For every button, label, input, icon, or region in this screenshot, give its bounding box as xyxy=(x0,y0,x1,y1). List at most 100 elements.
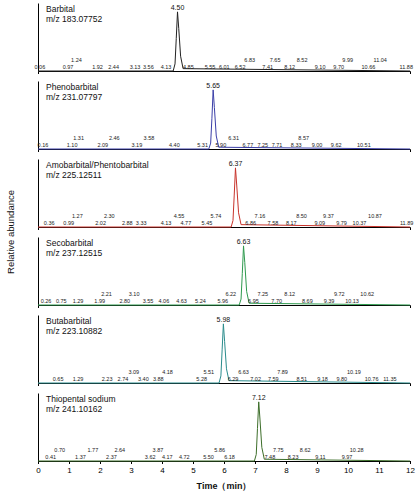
annotation-label: 4.13 xyxy=(161,220,172,226)
annotation-label: 1.29 xyxy=(73,298,84,304)
annotation-label: 6.95 xyxy=(248,298,259,304)
x-axis-line xyxy=(39,462,411,465)
y-axis xyxy=(38,4,39,72)
annotation-label: 0.97 xyxy=(63,64,74,70)
x-tick: 6 xyxy=(222,461,227,475)
annotation-label: 2.37 xyxy=(106,454,117,460)
peak-label: 7.12 xyxy=(252,394,266,401)
x-axis-line xyxy=(39,384,411,387)
annotation-label: 10.37 xyxy=(353,220,367,226)
annotation-label: 0.36 xyxy=(44,220,55,226)
annotation-label: 6.01 xyxy=(219,64,230,70)
annotation-label: 4.63 xyxy=(176,298,187,304)
x-tick-label: 6 xyxy=(222,466,227,475)
x-axis xyxy=(39,384,411,387)
x-tick: 8 xyxy=(284,461,289,475)
annotation-label: 9.18 xyxy=(317,376,328,382)
x-tick: 3 xyxy=(129,461,134,475)
x-axis xyxy=(39,72,411,75)
figure: Barbitalm/z 183.077524.500.060.971.241.9… xyxy=(0,0,419,500)
x-tick: 4 xyxy=(160,461,165,475)
x-axis-line xyxy=(39,150,411,153)
trace-group xyxy=(38,168,410,227)
x-axis xyxy=(39,228,411,231)
annotation-label: 0.26 xyxy=(41,298,52,304)
x-tick-label: 2 xyxy=(98,466,103,475)
x-tick-label: 9 xyxy=(315,466,320,475)
annotation-label: 3.58 xyxy=(144,135,155,141)
annotation-label: 10.19 xyxy=(347,369,361,375)
annotation-label: 10.76 xyxy=(365,376,379,382)
annotation-label: 3.13 xyxy=(130,64,141,70)
annotation-label: 4.17 xyxy=(162,454,173,460)
annotation-label: 1.24 xyxy=(71,57,82,63)
annotation-label: 8.33 xyxy=(291,142,302,148)
annotation-label: 8.69 xyxy=(302,298,313,304)
annotation-label: 6.29 xyxy=(228,376,239,382)
panel-subtitle: m/z 237.12515 xyxy=(46,248,103,258)
annotation-label: 9.11 xyxy=(315,454,325,460)
annotation-label: 7.41 xyxy=(262,64,273,70)
annotation-label: 7.65 xyxy=(270,57,281,63)
annotation-label: 10.51 xyxy=(357,142,371,148)
annotation-label: 6.63 xyxy=(238,369,249,375)
x-axis-line xyxy=(39,72,411,75)
annotation-label: 6.22 xyxy=(225,291,236,297)
x-tick-mark xyxy=(379,461,380,464)
chromatogram-trace xyxy=(38,324,410,383)
annotation-label: 8.12 xyxy=(284,291,295,297)
annotation-label: 2.09 xyxy=(97,142,108,148)
annotation-label: 3.87 xyxy=(153,447,164,453)
x-axis-title: Time（min） xyxy=(197,481,252,491)
annotation-label: 11.88 xyxy=(400,64,413,70)
x-tick: 12 xyxy=(406,461,415,475)
annotation-label: 9.00 xyxy=(312,142,323,148)
trace-group xyxy=(38,324,410,383)
annotation-label: 4.13 xyxy=(161,64,172,70)
panel-subtitle: m/z 183.07752 xyxy=(46,14,103,24)
panel: Barbitalm/z 183.077524.500.060.971.241.9… xyxy=(35,4,413,75)
annotation-label: 2.21 xyxy=(101,291,112,297)
annotation-label: 8.23 xyxy=(288,454,299,460)
x-axis-line xyxy=(39,228,411,231)
x-tick-mark xyxy=(317,461,318,464)
annotation-label: 7.48 xyxy=(265,454,276,460)
annotation-label: 7.58 xyxy=(268,220,279,226)
panel: Butabarbitalm/z 223.108825.980.651.292.2… xyxy=(38,316,411,387)
annotation-label: 3.62 xyxy=(145,454,156,460)
x-tick-label: 4 xyxy=(160,466,165,475)
annotation-label: 10.66 xyxy=(362,64,376,70)
annotation-label: 6.52 xyxy=(235,64,246,70)
panel-title: Butabarbital xyxy=(46,316,91,326)
annotation-label: 9.70 xyxy=(333,64,344,70)
annotation-label: 4.72 xyxy=(179,454,190,460)
annotation-label: 8.50 xyxy=(296,213,307,219)
annotation-label: 2.88 xyxy=(122,220,133,226)
y-axis xyxy=(38,160,39,228)
annotation-label: 7.59 xyxy=(268,376,279,382)
annotation-label: 0.06 xyxy=(35,64,46,70)
annotation-label: 8.17 xyxy=(286,220,297,226)
peak-label: 6.37 xyxy=(229,160,243,167)
x-axis xyxy=(39,150,411,153)
annotation-label: 5.96 xyxy=(217,298,228,304)
y-axis xyxy=(38,394,39,462)
y-axis-title: Relative abundance xyxy=(5,190,16,274)
y-axis xyxy=(38,316,39,384)
annotation-label: 1.37 xyxy=(75,454,86,460)
annotation-label: 6.31 xyxy=(228,135,239,141)
annotation-label: 3.10 xyxy=(129,291,140,297)
annotation-label: 2.30 xyxy=(104,213,115,219)
chromatogram-trace xyxy=(38,402,410,461)
peak-label: 5.98 xyxy=(217,316,231,323)
x-tick: 7 xyxy=(253,461,258,475)
x-tick: 10 xyxy=(344,461,353,475)
x-tick-mark xyxy=(410,461,411,464)
annotation-label: 6.18 xyxy=(224,454,235,460)
annotation-label: 5.31 xyxy=(197,142,208,148)
chromatogram-trace xyxy=(38,12,410,71)
x-tick-label: 0 xyxy=(36,466,41,475)
x-tick-mark xyxy=(348,461,349,464)
annotation-label: 3.09 xyxy=(128,369,139,375)
chromatogram-trace xyxy=(38,246,410,305)
